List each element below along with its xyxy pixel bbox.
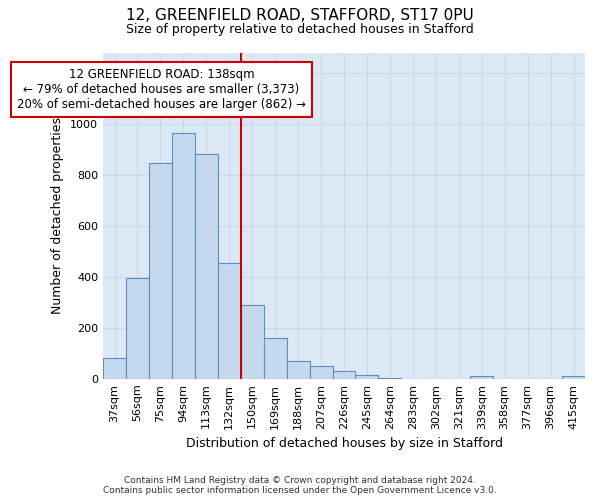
Text: 12, GREENFIELD ROAD, STAFFORD, ST17 0PU: 12, GREENFIELD ROAD, STAFFORD, ST17 0PU — [126, 8, 474, 22]
Bar — [287, 361, 310, 379]
Bar — [126, 278, 149, 379]
Bar — [172, 133, 195, 379]
X-axis label: Distribution of detached houses by size in Stafford: Distribution of detached houses by size … — [185, 437, 503, 450]
Bar — [149, 164, 172, 379]
Bar — [263, 338, 287, 379]
Bar — [103, 358, 126, 379]
Bar — [379, 378, 401, 379]
Text: Contains HM Land Registry data © Crown copyright and database right 2024.
Contai: Contains HM Land Registry data © Crown c… — [103, 476, 497, 495]
Text: Size of property relative to detached houses in Stafford: Size of property relative to detached ho… — [126, 22, 474, 36]
Bar — [218, 263, 241, 379]
Y-axis label: Number of detached properties: Number of detached properties — [52, 117, 64, 314]
Bar — [332, 371, 355, 379]
Bar — [355, 375, 379, 379]
Text: 12 GREENFIELD ROAD: 138sqm
← 79% of detached houses are smaller (3,373)
20% of s: 12 GREENFIELD ROAD: 138sqm ← 79% of deta… — [17, 68, 306, 111]
Bar — [562, 376, 585, 379]
Bar — [195, 154, 218, 379]
Bar — [241, 305, 263, 379]
Bar — [310, 366, 332, 379]
Bar — [470, 376, 493, 379]
